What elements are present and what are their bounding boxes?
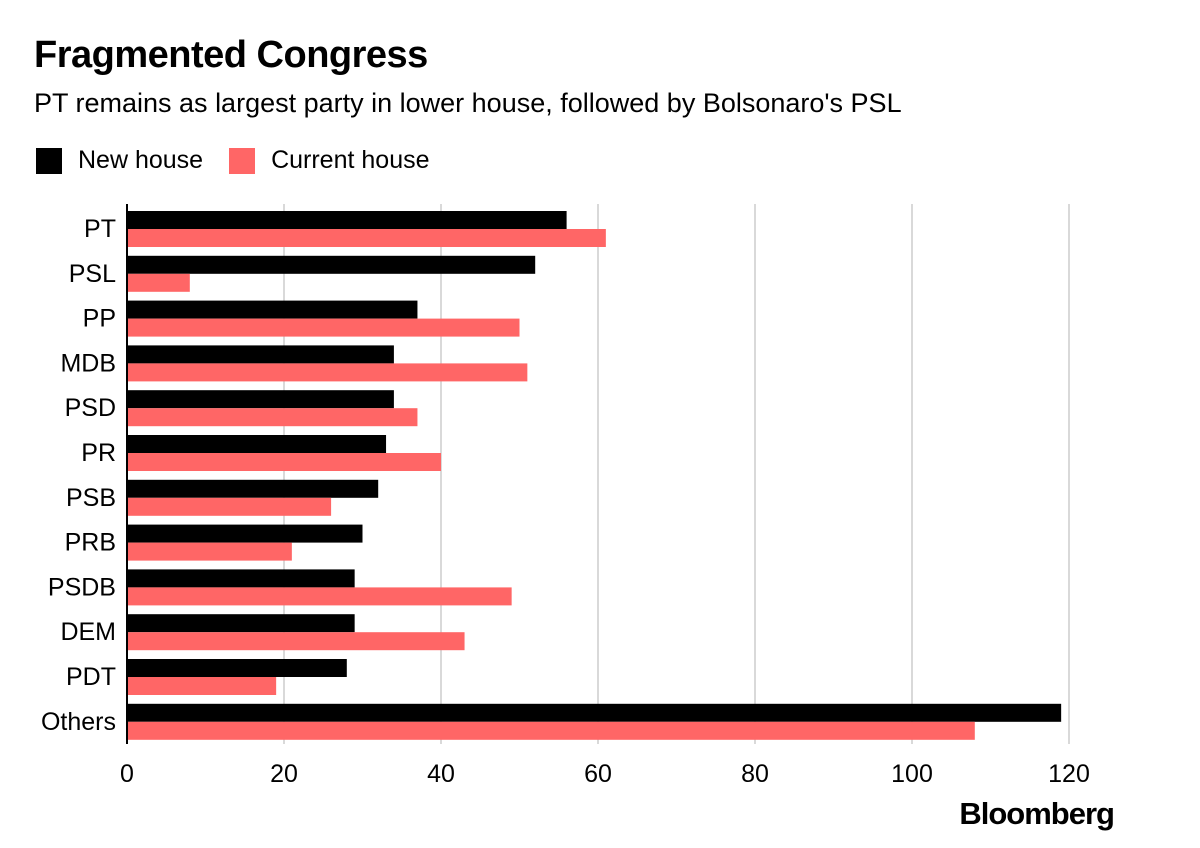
bar-current-house	[127, 273, 190, 292]
category-label: PSD	[65, 394, 116, 422]
legend-label-new-house: New house	[78, 146, 204, 174]
bar-new-house	[127, 479, 379, 498]
bar-new-house	[127, 524, 363, 543]
bar-new-house	[127, 345, 394, 364]
legend-swatch-current-house	[229, 147, 256, 174]
category-label: Others	[41, 708, 116, 736]
bar-current-house	[127, 542, 292, 561]
category-label: PR	[81, 439, 116, 467]
category-label: PSDB	[48, 573, 116, 601]
category-label: DEM	[60, 618, 116, 646]
legend-item-current-house: Current house	[229, 146, 430, 175]
x-tick-label: 60	[584, 760, 612, 788]
bar-new-house	[127, 703, 1062, 722]
bar-current-house	[127, 721, 975, 740]
bar-current-house	[127, 587, 512, 606]
bar-current-house	[127, 677, 277, 695]
x-tick-label: 20	[270, 760, 298, 788]
legend-item-new-house: New house	[36, 146, 203, 175]
bar-current-house	[127, 408, 418, 427]
bar-current-house	[127, 229, 606, 247]
legend: New house Current house	[36, 146, 456, 175]
category-label: MDB	[60, 349, 116, 377]
bloomberg-logo: Bloomberg	[959, 796, 1115, 831]
legend-label-current-house: Current house	[271, 146, 430, 174]
bar-new-house	[127, 300, 418, 319]
bar-current-house	[127, 497, 332, 516]
bar-current-house	[127, 363, 528, 382]
category-label: PSL	[69, 260, 116, 288]
bar-new-house	[127, 435, 387, 453]
x-tick-label: 100	[891, 760, 933, 788]
category-label: PRB	[65, 529, 116, 557]
chart-title: Fragmented Congress	[34, 34, 428, 76]
bar-current-house	[127, 318, 520, 337]
category-label: PSB	[66, 484, 116, 512]
x-tick-label: 0	[120, 760, 134, 788]
bar-new-house	[127, 569, 355, 588]
x-tick-label: 120	[1048, 760, 1090, 788]
bar-new-house	[127, 659, 347, 677]
bar-new-house	[127, 614, 355, 633]
bar-new-house	[127, 211, 567, 229]
x-tick-label: 40	[427, 760, 455, 788]
x-tick-label: 80	[741, 760, 769, 788]
category-label: PT	[84, 215, 116, 243]
bar-new-house	[127, 390, 394, 409]
category-label: PP	[83, 305, 116, 333]
legend-swatch-new-house	[36, 147, 62, 174]
bar-new-house	[127, 255, 536, 274]
chart-subtitle: PT remains as largest party in lower hou…	[34, 88, 902, 118]
category-label: PDT	[66, 663, 116, 691]
bar-current-house	[127, 453, 441, 471]
bar-current-house	[127, 632, 465, 651]
